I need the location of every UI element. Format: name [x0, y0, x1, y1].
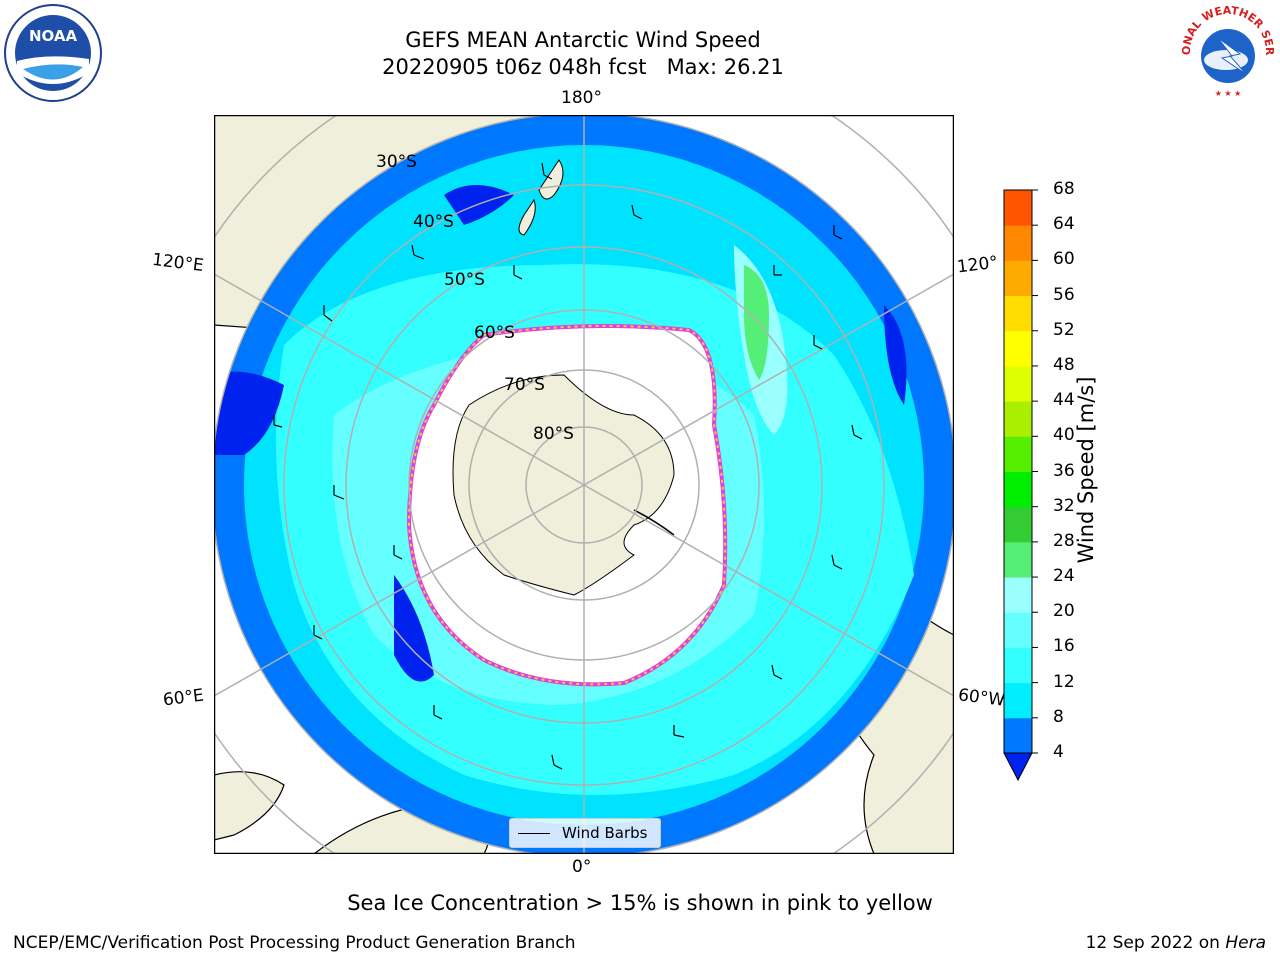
colorbar-segment [1004, 471, 1032, 508]
colorbar-tick-label: 68 [1053, 179, 1075, 199]
colorbar-segment [1004, 612, 1032, 648]
colorbar-tick-label: 64 [1053, 214, 1075, 235]
colorbar-segment [1004, 330, 1032, 367]
colorbar-tick-label: 36 [1053, 460, 1075, 481]
chart-title: GEFS MEAN Antarctic Wind Speed [405, 28, 761, 52]
colorbar-label: Wind Speed [m/s] [1074, 376, 1098, 564]
lat-label-60s: 60°S [474, 323, 515, 343]
antarctica [452, 374, 675, 596]
colorbar-segment [1004, 401, 1032, 437]
colorbar-segment [1004, 260, 1032, 297]
colorbar-tick-label: 16 [1053, 636, 1075, 657]
lat-label-70s: 70°S [504, 375, 545, 395]
land-madagascar [214, 771, 285, 841]
colorbar-tick-label: 44 [1053, 390, 1075, 411]
graticule [214, 115, 954, 854]
colorbar-segment [1004, 682, 1032, 719]
lat-label-30s: 30°S [376, 152, 417, 172]
lon-label-120e: 120°E [150, 249, 205, 277]
colorbar-tick-label: 40 [1053, 425, 1075, 446]
colorbar-extend-min [1003, 752, 1033, 782]
colorbar-segment [1004, 717, 1032, 754]
colorbar-tick-label: 56 [1053, 284, 1075, 305]
footer-date: 12 Sep 2022 on Hera [1085, 933, 1266, 953]
footer-credit: NCEP/EMC/Verification Post Processing Pr… [13, 933, 576, 953]
colorbar-segment [1004, 577, 1032, 613]
wind-low-3 [394, 575, 434, 682]
lat-label-80s: 80°S [533, 424, 574, 444]
wind-max-area [744, 265, 769, 380]
colorbar-segment [1004, 541, 1032, 578]
noaa-logo-text: NOAA [29, 27, 78, 45]
lat-label-50s: 50°S [444, 270, 485, 290]
colorbar-tick-label: 24 [1053, 566, 1075, 587]
nws-logo: NATIONAL WEATHER SERVICE ★ ★ ★ [1178, 2, 1276, 99]
polar-map [214, 115, 954, 854]
map-border [214, 115, 954, 854]
colorbar-tick-label: 12 [1053, 671, 1075, 692]
colorbar-segment [1004, 365, 1032, 402]
lon-label-120w: 120° [955, 252, 1000, 278]
legend-label: Wind Barbs [562, 824, 648, 842]
colorbar-tick-label: 60 [1053, 249, 1075, 270]
legend-line-icon [518, 832, 550, 834]
colorbar-tick-label: 32 [1053, 495, 1075, 516]
colorbar-segment [1004, 647, 1032, 684]
colorbar-tick-label: 28 [1053, 530, 1075, 551]
colorbar-tick-label: 4 [1053, 742, 1064, 762]
colorbar-segment [1004, 225, 1032, 261]
lon-label-0: 0° [572, 857, 592, 877]
colorbar-segment [1004, 190, 1032, 226]
noaa-logo: NOAA [4, 4, 102, 102]
wind-barbs [273, 162, 863, 770]
lat-label-40s: 40°S [413, 212, 454, 232]
colorbar-segment [1004, 295, 1032, 332]
colorbar-segment [1004, 436, 1032, 472]
wind-low-2 [444, 185, 514, 225]
colorbar-tick-label: 48 [1053, 354, 1075, 375]
wind-barbs-legend: Wind Barbs [509, 818, 661, 848]
antarctic-peninsula [633, 509, 675, 536]
colorbar [1003, 189, 1038, 782]
wind-low-4 [884, 305, 907, 405]
svg-text:★ ★ ★: ★ ★ ★ [1215, 89, 1242, 98]
colorbar-segment [1004, 506, 1032, 543]
colorbar-tick-label: 20 [1053, 601, 1075, 622]
wind-low-1 [214, 371, 284, 455]
colorbar-tick-label: 52 [1053, 319, 1075, 340]
chart-subtitle: 20220905 t06z 048h fcst Max: 26.21 [382, 55, 784, 79]
footer-host: Hera [1225, 933, 1266, 953]
sea-ice-note: Sea Ice Concentration > 15% is shown in … [347, 891, 933, 915]
colorbar-tick-label: 8 [1053, 706, 1064, 727]
lon-label-60e: 60°E [161, 685, 205, 711]
lon-label-180: 180° [561, 88, 602, 108]
